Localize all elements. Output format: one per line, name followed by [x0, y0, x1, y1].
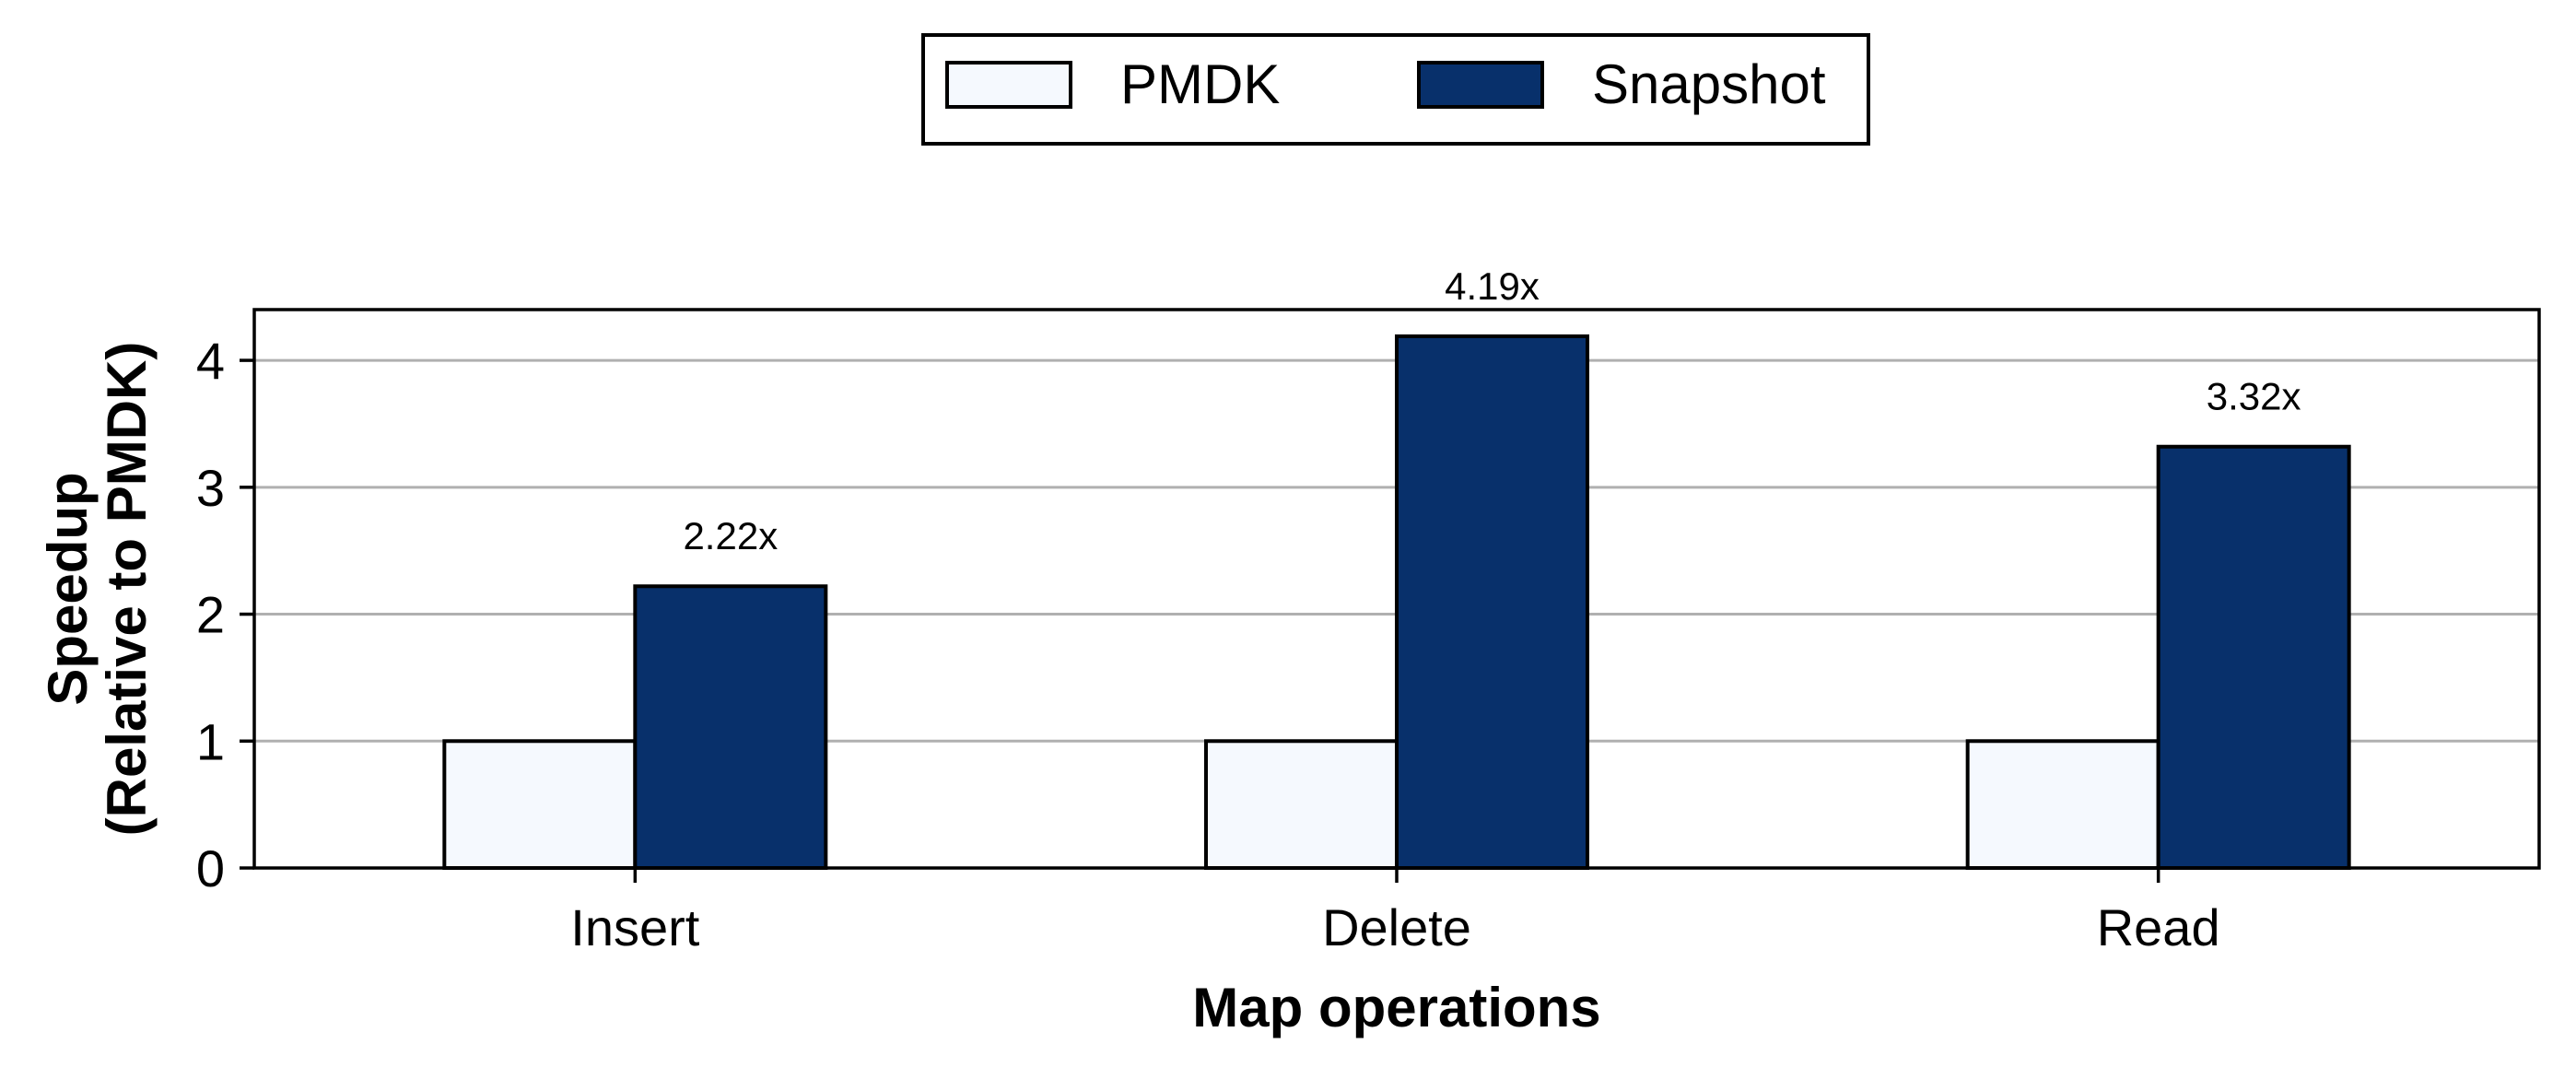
bar-pmdk-read — [1965, 739, 2160, 870]
y-axis-title: Speedup (Relative to PMDK) — [37, 342, 158, 837]
y-tick-label-1: 1 — [196, 712, 225, 770]
legend-label-snapshot: Snapshot — [1592, 53, 1826, 115]
x-axis-ticks: Insert Delete Read — [570, 868, 2220, 956]
bar-pmdk-insert — [442, 739, 638, 870]
data-label-delete: 4.19x — [1445, 264, 1540, 308]
y-tick-label-3: 3 — [196, 459, 225, 517]
legend-frame — [921, 33, 1870, 146]
bar-snapshot-delete — [1395, 334, 1589, 870]
bar-pmdk-delete — [1204, 739, 1399, 870]
legend: PMDK Snapshot — [921, 33, 1870, 146]
legend-swatch-snapshot — [1417, 61, 1544, 109]
y-axis-title-line-1: Speedup — [37, 472, 99, 705]
y-tick-label-0: 0 — [196, 839, 225, 897]
data-label-read: 3.32x — [2207, 375, 2301, 418]
x-tick-label-insert: Insert — [570, 898, 699, 956]
data-labels: 2.22x 4.19x 3.32x — [683, 264, 2301, 557]
bar-snapshot-read — [2156, 444, 2351, 870]
y-axis-ticks: 0 1 2 3 4 — [196, 332, 254, 897]
y-tick-label-2: 2 — [196, 586, 225, 644]
bar-snapshot-insert — [633, 584, 828, 871]
x-tick-label-read: Read — [2097, 898, 2220, 956]
x-axis-title: Map operations — [1192, 977, 1600, 1038]
bars — [442, 334, 2351, 871]
x-tick-label-delete: Delete — [1322, 898, 1471, 956]
data-label-insert: 2.22x — [683, 514, 778, 557]
legend-label-pmdk: PMDK — [1120, 53, 1280, 115]
y-tick-label-4: 4 — [196, 332, 225, 390]
y-axis-title-line-2: (Relative to PMDK) — [96, 342, 158, 837]
legend-swatch-pmdk — [945, 61, 1072, 109]
